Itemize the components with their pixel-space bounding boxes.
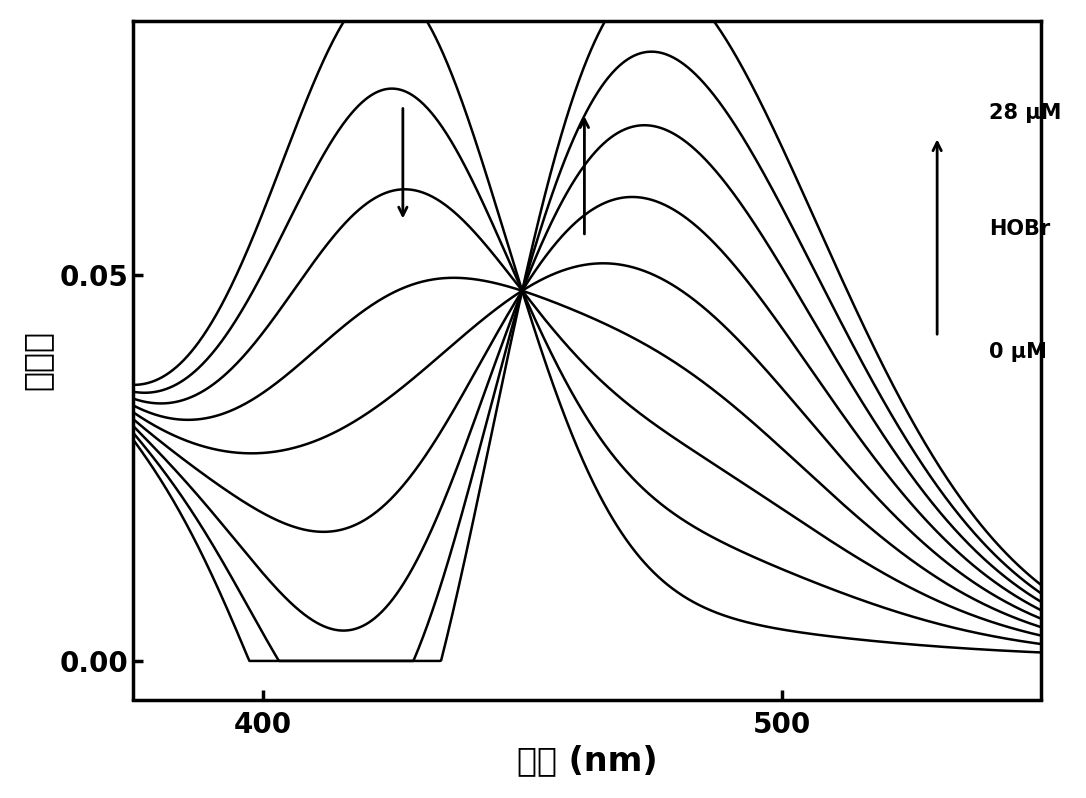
Y-axis label: 吸光度: 吸光度 — [21, 330, 54, 390]
Text: HOBr: HOBr — [989, 219, 1050, 239]
Text: 28 μM: 28 μM — [989, 104, 1061, 124]
Text: 0 μM: 0 μM — [989, 342, 1047, 362]
X-axis label: 波长 (nm): 波长 (nm) — [517, 745, 657, 777]
